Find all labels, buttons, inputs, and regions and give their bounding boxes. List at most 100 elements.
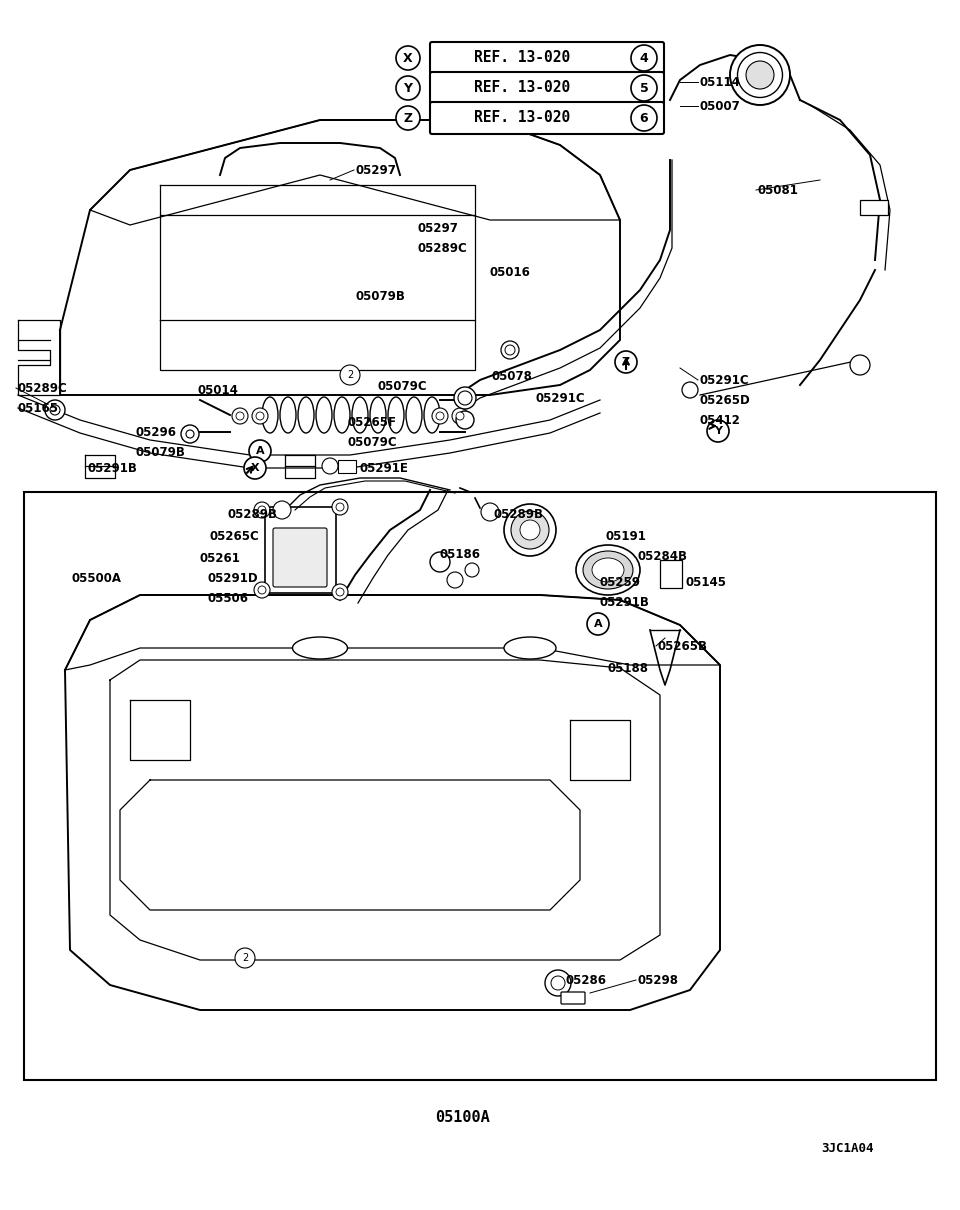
Text: Y: Y <box>403 81 413 94</box>
Text: 2: 2 <box>242 953 248 963</box>
Ellipse shape <box>737 52 782 98</box>
Ellipse shape <box>424 397 440 433</box>
Text: 05291B: 05291B <box>88 461 138 474</box>
Text: 05079C: 05079C <box>378 380 427 392</box>
Circle shape <box>249 440 271 462</box>
Circle shape <box>254 582 270 598</box>
Circle shape <box>505 345 515 355</box>
Circle shape <box>631 45 657 71</box>
Ellipse shape <box>511 511 549 549</box>
Text: REF. 13-020: REF. 13-020 <box>474 110 570 126</box>
Ellipse shape <box>730 45 790 105</box>
Ellipse shape <box>406 397 422 433</box>
Text: X: X <box>403 52 413 64</box>
Text: 05165: 05165 <box>18 402 59 415</box>
Circle shape <box>256 411 264 420</box>
Circle shape <box>181 425 199 443</box>
Circle shape <box>332 584 348 600</box>
Bar <box>24 492 936 1081</box>
Text: 05100A: 05100A <box>435 1111 490 1125</box>
Text: 05145: 05145 <box>686 576 727 588</box>
Circle shape <box>682 382 698 398</box>
Text: 05191: 05191 <box>606 530 647 542</box>
Ellipse shape <box>454 387 476 409</box>
Text: 05079C: 05079C <box>348 436 397 449</box>
Ellipse shape <box>456 411 474 430</box>
Circle shape <box>273 501 291 519</box>
Ellipse shape <box>447 572 463 588</box>
Circle shape <box>252 408 268 424</box>
Circle shape <box>545 970 571 996</box>
Text: 3JC1A04: 3JC1A04 <box>822 1141 875 1154</box>
FancyBboxPatch shape <box>561 992 585 1004</box>
Text: 05506: 05506 <box>208 592 249 605</box>
Circle shape <box>631 75 657 100</box>
Text: 6: 6 <box>639 111 648 125</box>
Ellipse shape <box>576 544 640 595</box>
Ellipse shape <box>280 397 296 433</box>
FancyBboxPatch shape <box>273 528 327 587</box>
Text: 05078: 05078 <box>492 369 533 382</box>
Circle shape <box>452 408 468 424</box>
Ellipse shape <box>370 397 386 433</box>
Circle shape <box>332 499 348 515</box>
Text: 05297: 05297 <box>418 221 459 235</box>
Text: 2: 2 <box>347 370 353 380</box>
Text: 05291D: 05291D <box>208 571 258 584</box>
Text: 05289C: 05289C <box>18 381 68 394</box>
Circle shape <box>244 457 266 479</box>
Text: 05014: 05014 <box>198 384 239 397</box>
Bar <box>338 460 356 473</box>
Text: 5: 5 <box>639 81 648 94</box>
Circle shape <box>396 76 420 100</box>
Circle shape <box>615 351 637 373</box>
Text: 05188: 05188 <box>608 662 649 674</box>
Text: 05079B: 05079B <box>135 445 185 459</box>
Circle shape <box>322 459 338 474</box>
FancyBboxPatch shape <box>265 507 336 593</box>
Text: 05500A: 05500A <box>72 571 122 584</box>
Ellipse shape <box>504 505 556 557</box>
Text: 05265F: 05265F <box>348 415 397 428</box>
Ellipse shape <box>746 60 774 90</box>
Ellipse shape <box>520 520 540 540</box>
Ellipse shape <box>504 636 556 659</box>
Circle shape <box>232 408 248 424</box>
Text: Z: Z <box>403 111 413 125</box>
Ellipse shape <box>430 552 450 572</box>
Text: 05081: 05081 <box>758 184 799 196</box>
Circle shape <box>186 430 194 438</box>
Ellipse shape <box>458 391 472 405</box>
Ellipse shape <box>465 563 479 577</box>
Circle shape <box>50 405 60 415</box>
Text: REF. 13-020: REF. 13-020 <box>474 51 570 65</box>
Text: 05289B: 05289B <box>228 507 278 520</box>
Text: 05186: 05186 <box>440 547 481 560</box>
Ellipse shape <box>334 397 350 433</box>
Ellipse shape <box>316 397 332 433</box>
Circle shape <box>432 408 448 424</box>
Circle shape <box>258 506 266 514</box>
Text: 05291C: 05291C <box>536 392 586 404</box>
Ellipse shape <box>592 558 624 582</box>
FancyBboxPatch shape <box>430 42 664 74</box>
Circle shape <box>235 947 255 968</box>
Text: 05289B: 05289B <box>494 507 544 520</box>
Text: 05261: 05261 <box>200 552 241 565</box>
Text: 05265C: 05265C <box>210 530 260 542</box>
Text: 05259: 05259 <box>600 576 641 588</box>
Circle shape <box>340 365 360 385</box>
Circle shape <box>336 503 344 511</box>
Text: 05265B: 05265B <box>658 640 708 652</box>
Text: 05265D: 05265D <box>700 393 751 407</box>
Text: 05412: 05412 <box>700 414 741 426</box>
FancyBboxPatch shape <box>430 73 664 104</box>
Text: 05296: 05296 <box>135 426 176 438</box>
Circle shape <box>587 613 609 635</box>
Circle shape <box>396 106 420 129</box>
Text: Y: Y <box>714 426 722 436</box>
Text: A: A <box>255 446 264 456</box>
Circle shape <box>396 46 420 70</box>
Circle shape <box>236 411 244 420</box>
Text: 05289C: 05289C <box>418 242 468 254</box>
